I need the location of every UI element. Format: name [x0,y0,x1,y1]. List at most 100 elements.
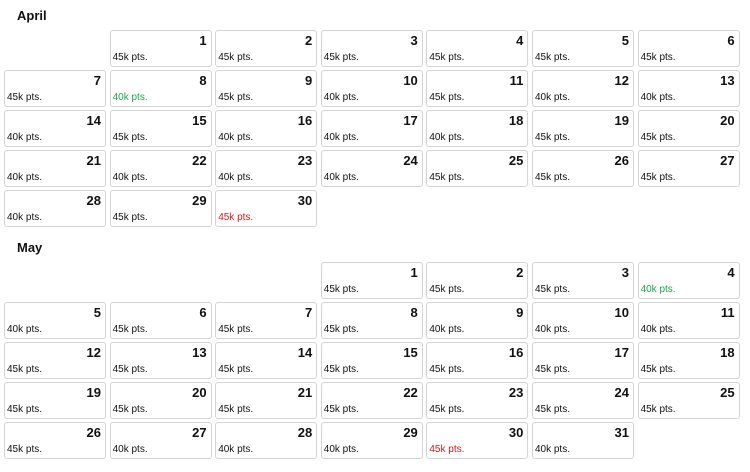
day-cell[interactable]: 7 45k pts. [4,70,106,107]
day-number: 22 [403,385,418,400]
day-cell[interactable]: 16 40k pts. [215,110,318,147]
day-cell[interactable]: 13 45k pts. [109,342,212,379]
day-number: 25 [720,385,735,400]
day-cell[interactable]: 11 40k pts. [637,302,740,339]
day-cell[interactable]: 25 45k pts. [637,382,740,419]
day-cell[interactable]: 12 45k pts. [4,342,106,379]
day-number: 27 [720,153,735,168]
day-cell[interactable]: 10 40k pts. [531,302,634,339]
day-number: 12 [614,73,629,88]
day-cell[interactable]: 26 45k pts. [531,150,634,187]
day-cell[interactable]: 14 45k pts. [215,342,318,379]
day-cell[interactable]: 10 40k pts. [320,70,423,107]
day-cell[interactable]: 23 45k pts. [426,382,529,419]
day-number: 2 [516,265,524,280]
day-cell[interactable]: 14 40k pts. [4,110,106,147]
day-cell[interactable]: 29 45k pts. [109,190,212,227]
points-price: 45k pts. [7,364,43,375]
day-cell[interactable]: 9 45k pts. [215,70,318,107]
day-cell[interactable]: 11 45k pts. [426,70,529,107]
day-cell[interactable]: 20 45k pts. [109,382,212,419]
day-cell[interactable]: 30 45k pts. [426,422,529,459]
day-cell[interactable]: 6 45k pts. [637,30,740,67]
day-cell[interactable]: 24 40k pts. [320,150,423,187]
day-cell[interactable]: 21 40k pts. [4,150,106,187]
day-cell[interactable]: 5 40k pts. [4,302,106,339]
day-cell[interactable]: 25 45k pts. [426,150,529,187]
day-cell[interactable]: 26 45k pts. [4,422,106,459]
day-cell[interactable]: 22 40k pts. [109,150,212,187]
day-cell[interactable]: 30 45k pts. [215,190,318,227]
day-number: 8 [410,305,418,320]
day-cell[interactable]: 29 40k pts. [320,422,423,459]
day-number: 13 [720,73,735,88]
month-title: April [17,8,47,23]
points-price: 45k pts. [112,52,148,63]
day-cell[interactable]: 12 40k pts. [531,70,634,107]
day-cell[interactable]: 2 45k pts. [426,262,529,299]
day-number: 22 [192,153,207,168]
month-grid: 1 45k pts. 2 45k pts. 3 45k pts. 4 45k pts. 5 45k… [4,30,740,227]
day-number: 2 [304,33,313,48]
day-cell[interactable]: 2 45k pts. [215,30,318,67]
day-number: 10 [403,73,418,88]
day-cell[interactable]: 27 40k pts. [109,422,212,459]
points-price: 45k pts. [218,52,254,63]
day-number: 21 [86,153,101,168]
day-cell[interactable]: 9 40k pts. [426,302,529,339]
day-cell[interactable]: 13 40k pts. [637,70,740,107]
day-cell[interactable]: 15 45k pts. [109,110,212,147]
day-cell[interactable]: 4 45k pts. [426,30,529,67]
points-price: 45k pts. [640,404,676,415]
points-price: 40k pts. [640,324,676,335]
day-cell[interactable]: 7 45k pts. [215,302,318,339]
day-number: 5 [93,305,101,320]
day-cell[interactable]: 4 40k pts. [637,262,740,299]
day-cell[interactable]: 15 45k pts. [320,342,423,379]
points-price: 45k pts. [429,52,465,63]
points-price: 45k pts. [323,404,359,415]
day-cell[interactable]: 22 45k pts. [320,382,423,419]
day-number: 23 [508,385,524,400]
day-number: 6 [727,33,735,48]
day-cell[interactable]: 24 45k pts. [531,382,634,419]
day-cell[interactable]: 20 45k pts. [637,110,740,147]
day-cell[interactable]: 17 45k pts. [531,342,634,379]
day-cell[interactable]: 28 40k pts. [4,190,106,227]
day-number: 3 [410,33,418,48]
day-number: 23 [297,153,313,168]
points-price: 40k pts. [429,324,465,335]
points-price: 45k pts. [429,172,465,183]
day-number: 20 [192,385,207,400]
day-cell[interactable]: 19 45k pts. [4,382,106,419]
points-price: 45k pts. [323,364,359,375]
day-cell[interactable]: 8 40k pts. [109,70,212,107]
day-cell[interactable]: 3 45k pts. [320,30,423,67]
day-cell[interactable]: 17 40k pts. [320,110,423,147]
day-cell[interactable]: 16 45k pts. [426,342,529,379]
day-cell[interactable]: 3 45k pts. [531,262,634,299]
day-cell[interactable]: 23 40k pts. [215,150,318,187]
points-price: 45k pts. [429,444,465,455]
day-cell[interactable]: 28 40k pts. [215,422,318,459]
day-number: 11 [509,73,524,88]
day-cell[interactable]: 6 45k pts. [109,302,212,339]
day-cell[interactable]: 8 45k pts. [320,302,423,339]
points-price: 40k pts. [7,132,43,143]
day-number: 26 [86,425,101,440]
day-cell[interactable]: 27 45k pts. [637,150,740,187]
day-cell[interactable]: 5 45k pts. [531,30,634,67]
day-cell[interactable]: 18 40k pts. [426,110,529,147]
day-cell[interactable]: 1 45k pts. [109,30,212,67]
day-number: 3 [621,265,629,280]
day-cell[interactable]: 1 45k pts. [320,262,423,299]
points-price: 40k pts. [640,284,676,295]
day-number: 9 [516,305,524,320]
points-price: 40k pts. [7,212,43,223]
day-number: 29 [403,425,418,440]
empty-cell [4,262,106,299]
day-cell[interactable]: 21 45k pts. [215,382,318,419]
day-cell[interactable]: 19 45k pts. [531,110,634,147]
day-cell[interactable]: 18 45k pts. [637,342,740,379]
day-cell[interactable]: 31 40k pts. [531,422,634,459]
